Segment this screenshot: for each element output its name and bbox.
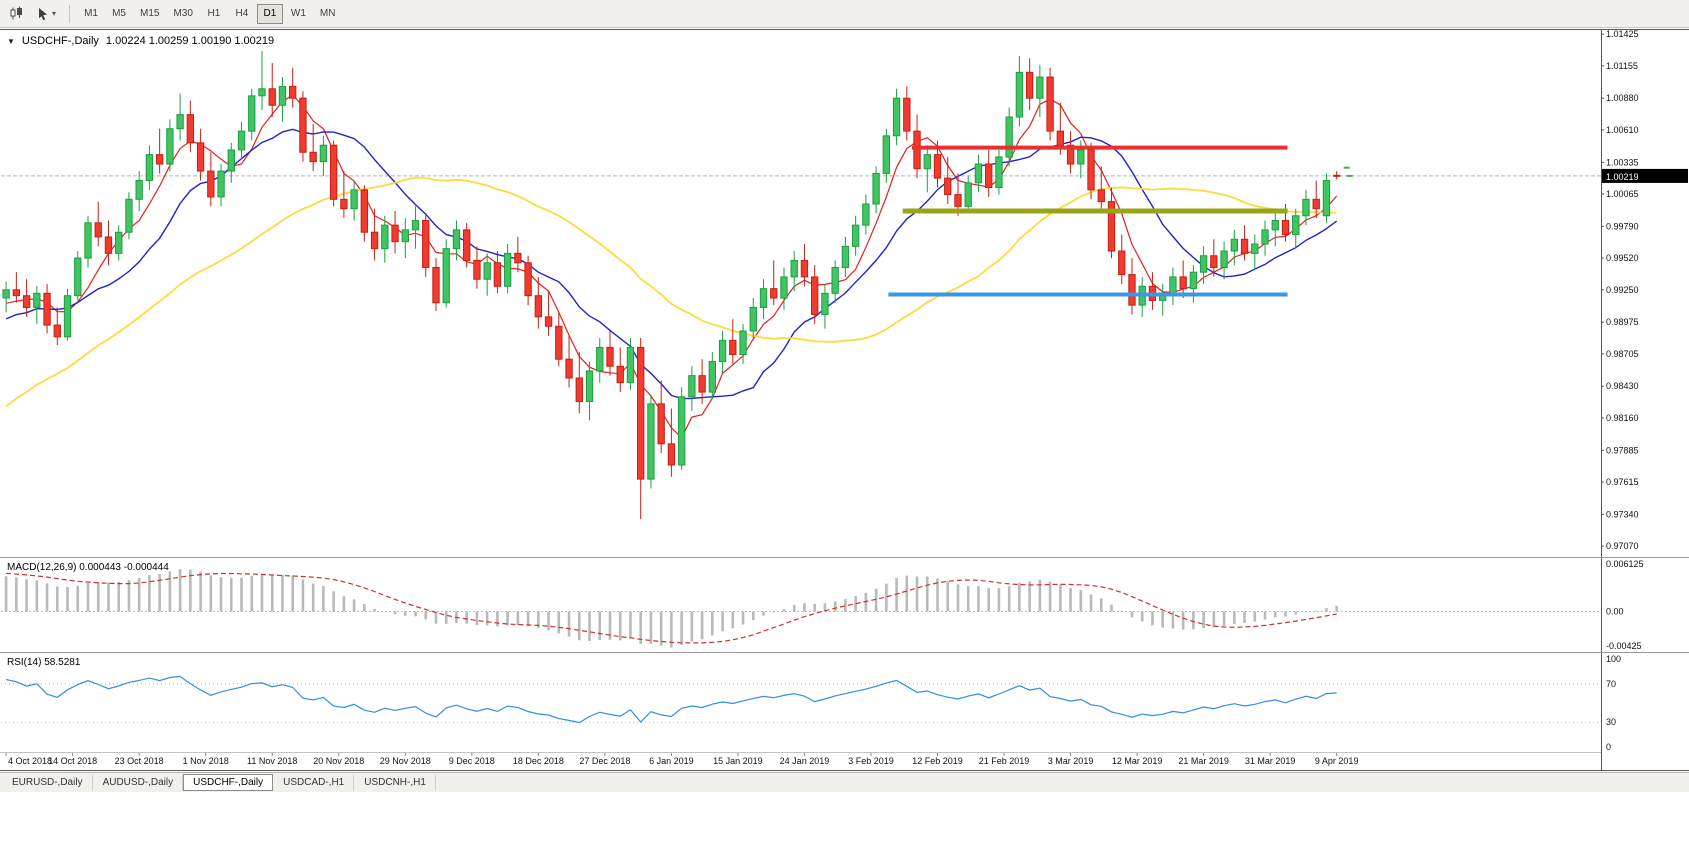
svg-text:27 Dec 2018: 27 Dec 2018 xyxy=(579,756,630,766)
svg-text:1.01425: 1.01425 xyxy=(1606,29,1639,39)
svg-text:12 Feb 2019: 12 Feb 2019 xyxy=(912,756,963,766)
cursor-tool-button[interactable]: ▾ xyxy=(31,3,61,25)
svg-text:3 Feb 2019: 3 Feb 2019 xyxy=(848,756,894,766)
svg-text:14 Oct 2018: 14 Oct 2018 xyxy=(48,756,97,766)
timeframe-button-m30[interactable]: M30 xyxy=(167,4,198,24)
svg-text:21 Feb 2019: 21 Feb 2019 xyxy=(979,756,1030,766)
timeframe-button-m1[interactable]: M1 xyxy=(78,4,104,24)
svg-text:12 Mar 2019: 12 Mar 2019 xyxy=(1112,756,1163,766)
svg-text:1.00610: 1.00610 xyxy=(1606,125,1639,135)
svg-text:-0.00425: -0.00425 xyxy=(1606,641,1642,651)
svg-text:1.00880: 1.00880 xyxy=(1606,93,1639,103)
chart-tab-bar: EURUSD-,Daily AUDUSD-,Daily USDCHF-,Daily U… xyxy=(0,772,1689,792)
candlestick-chart-icon xyxy=(10,6,22,20)
chart-tab-audusd-daily[interactable]: AUDUSD-,Daily xyxy=(93,774,184,791)
chart-ohlc-header: ▼ USDCHF-,Daily 1.00224 1.00259 1.00190 … xyxy=(7,35,274,47)
svg-text:20 Nov 2018: 20 Nov 2018 xyxy=(313,756,364,766)
svg-text:0.006125: 0.006125 xyxy=(1606,559,1644,569)
svg-text:1.00065: 1.00065 xyxy=(1606,189,1639,199)
svg-text:0.99790: 0.99790 xyxy=(1606,221,1639,231)
rsi-label-text: RSI(14) 58.5281 xyxy=(7,657,81,668)
svg-text:0.97340: 0.97340 xyxy=(1606,509,1639,519)
chart-tab-usdchf-daily[interactable]: USDCHF-,Daily xyxy=(183,774,274,791)
svg-text:18 Dec 2018: 18 Dec 2018 xyxy=(513,756,564,766)
svg-text:0: 0 xyxy=(1606,742,1611,752)
toolbar-divider xyxy=(69,4,71,23)
svg-text:0.98160: 0.98160 xyxy=(1606,413,1639,423)
top-toolbar: ▾ M1 M5 M15 M30 H1 H4 D1 W1 MN xyxy=(0,0,1689,28)
macd-label-text: MACD(12,26,9) 0.000443 -0.000444 xyxy=(7,562,169,573)
svg-text:1.00219: 1.00219 xyxy=(1606,172,1639,182)
symbol-timeframe-label: USDCHF-,Daily xyxy=(21,35,99,47)
svg-text:3 Mar 2019: 3 Mar 2019 xyxy=(1048,756,1094,766)
timeframe-button-mn[interactable]: MN xyxy=(314,4,342,24)
cursor-icon xyxy=(39,7,47,20)
svg-text:11 Nov 2018: 11 Nov 2018 xyxy=(247,756,297,766)
symbol-dropdown-icon[interactable]: ▼ xyxy=(7,36,15,46)
svg-text:6 Jan 2019: 6 Jan 2019 xyxy=(649,756,694,766)
svg-text:0.97615: 0.97615 xyxy=(1606,477,1639,487)
svg-text:9 Apr 2019: 9 Apr 2019 xyxy=(1315,756,1359,766)
macd-label: MACD(12,26,9) 0.000443 -0.000444 xyxy=(7,562,169,573)
ohlc-values: 1.00224 1.00259 1.00190 1.00219 xyxy=(105,35,275,47)
svg-text:100: 100 xyxy=(1606,654,1621,664)
svg-text:29 Nov 2018: 29 Nov 2018 xyxy=(380,756,431,766)
timeframe-button-h1[interactable]: H1 xyxy=(201,4,227,24)
svg-text:70: 70 xyxy=(1606,679,1616,689)
svg-text:0.99250: 0.99250 xyxy=(1606,285,1639,295)
chart-tab-eurusd-daily[interactable]: EURUSD-,Daily xyxy=(2,774,93,791)
timeframe-button-m15[interactable]: M15 xyxy=(134,4,165,24)
svg-text:9 Dec 2018: 9 Dec 2018 xyxy=(449,756,495,766)
candlestick-chart-button[interactable] xyxy=(4,3,29,25)
svg-text:0.98705: 0.98705 xyxy=(1606,349,1639,359)
timeframe-button-d1[interactable]: D1 xyxy=(256,3,283,24)
svg-text:1.00335: 1.00335 xyxy=(1606,157,1639,167)
timeframe-button-m5[interactable]: M5 xyxy=(106,4,132,24)
svg-text:0.00: 0.00 xyxy=(1606,607,1624,617)
svg-text:1.01155: 1.01155 xyxy=(1606,61,1638,71)
svg-text:1 Nov 2018: 1 Nov 2018 xyxy=(183,756,229,766)
svg-text:21 Mar 2019: 21 Mar 2019 xyxy=(1178,756,1229,766)
timeframe-button-w1[interactable]: W1 xyxy=(285,4,312,24)
svg-text:0.98975: 0.98975 xyxy=(1606,317,1639,327)
svg-text:0.97885: 0.97885 xyxy=(1606,445,1639,455)
svg-text:24 Jan 2019: 24 Jan 2019 xyxy=(780,756,830,766)
timeframe-toolbar: M1 M5 M15 M30 H1 H4 D1 W1 MN xyxy=(78,3,342,24)
svg-text:0.98430: 0.98430 xyxy=(1606,381,1639,391)
dropdown-caret-icon: ▾ xyxy=(52,8,57,18)
timeframe-button-h4[interactable]: H4 xyxy=(229,4,255,24)
svg-text:15 Jan 2019: 15 Jan 2019 xyxy=(713,756,763,766)
chart-tab-usdcad-h1[interactable]: USDCAD-,H1 xyxy=(273,774,355,791)
rsi-label: RSI(14) 58.5281 xyxy=(7,657,80,668)
svg-text:0.99520: 0.99520 xyxy=(1606,253,1639,263)
svg-text:0.97070: 0.97070 xyxy=(1606,541,1639,551)
svg-text:31 Mar 2019: 31 Mar 2019 xyxy=(1245,756,1296,766)
svg-text:4 Oct 2018: 4 Oct 2018 xyxy=(8,756,52,766)
svg-text:23 Oct 2018: 23 Oct 2018 xyxy=(115,756,164,766)
chart-tab-usdcnh-h1[interactable]: USDCNH-,H1 xyxy=(354,774,436,791)
svg-text:30: 30 xyxy=(1606,717,1616,727)
